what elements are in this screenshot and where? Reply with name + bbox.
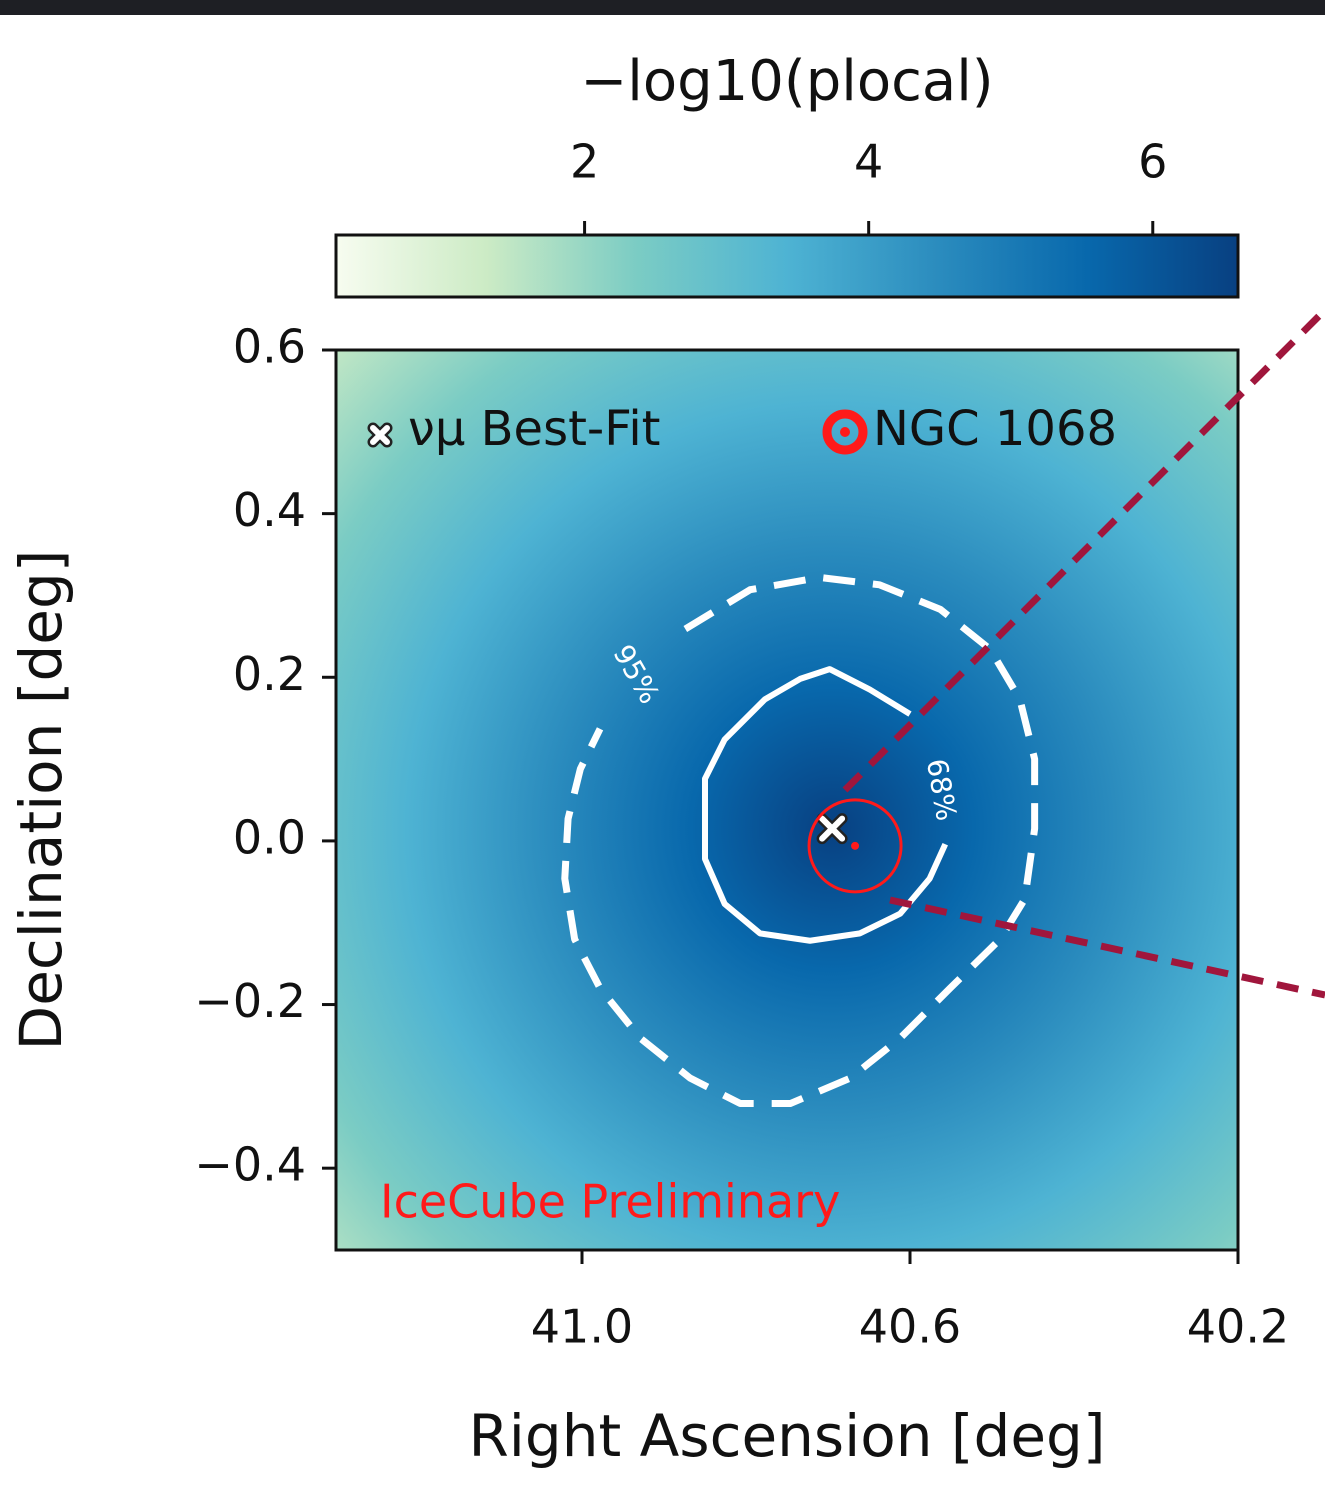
y-tick-label: 0.4: [233, 483, 306, 537]
y-tick-label: 0.2: [233, 647, 306, 701]
y-tick-label: 0.6: [233, 320, 306, 374]
legend-marker: [367, 422, 393, 448]
y-axis-label: Declination [deg]: [7, 550, 75, 1051]
heatmap-field: [336, 350, 1238, 1250]
colorbar-tick-label: 4: [854, 135, 883, 189]
colorbar: [334, 233, 1240, 299]
annotation: IceCube Preliminary: [380, 1175, 840, 1229]
marker-dot: [851, 841, 860, 850]
x-tick-label: 40.6: [859, 1300, 961, 1354]
zoom-line: [889, 896, 1325, 999]
colorbar-label: −log10(plocal): [580, 49, 993, 114]
marker-ring: [807, 798, 903, 894]
x-tick-label: 40.2: [1187, 1300, 1289, 1354]
colorbar-tick-label: 6: [1138, 135, 1167, 189]
legend-marker: [822, 409, 868, 455]
zoom-line: [842, 312, 1323, 793]
marker-x: [370, 425, 390, 445]
plot-frame: [334, 348, 1240, 1252]
x-tick-label: 41.0: [531, 1300, 633, 1354]
marker-dot: [840, 427, 850, 437]
point: [816, 813, 848, 845]
marker-ring: [822, 409, 868, 455]
y-tick-label: 0.0: [233, 810, 306, 864]
x-axis-label: Right Ascension [deg]: [469, 1402, 1106, 1470]
contour-line: [702, 666, 948, 944]
heatmap: [336, 350, 1238, 1250]
plot-layer: 2 4 60.60.40.20.0−0.2−0.441.0 40.6 40.268%95…: [194, 135, 1289, 1354]
top-band: [0, 0, 1325, 15]
contour-line: [561, 573, 1039, 1108]
colorbar-tick-label: 2: [570, 135, 599, 189]
legend-label: νμ Best-Fit: [408, 401, 661, 457]
y-tick-label: −0.4: [194, 1138, 306, 1192]
y-tick-label: −0.2: [194, 974, 306, 1028]
marker-x: [819, 815, 846, 842]
point: [807, 798, 903, 894]
legend-label: NGC 1068: [873, 401, 1117, 457]
